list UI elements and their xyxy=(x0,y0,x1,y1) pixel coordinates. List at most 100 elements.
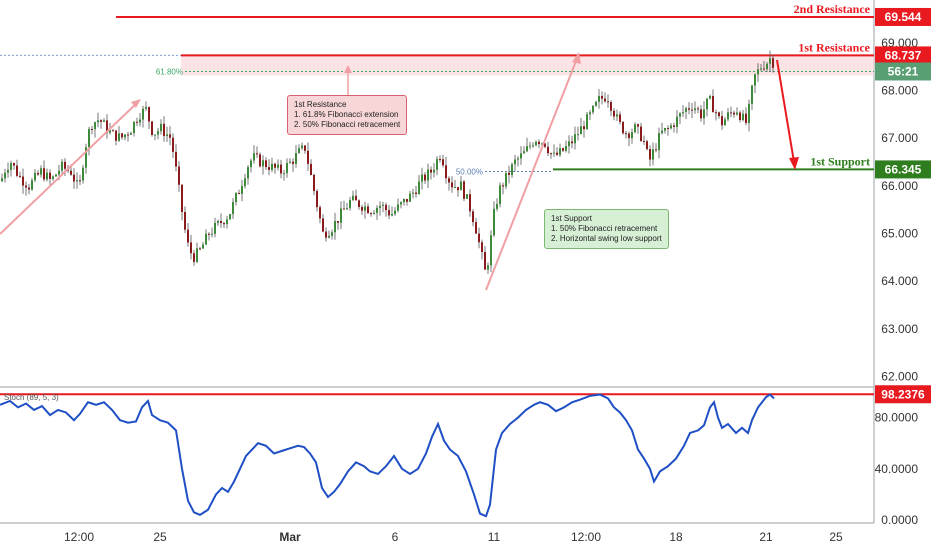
price-tick-label: 68.000 xyxy=(881,84,918,98)
candle-body xyxy=(616,114,618,117)
candle-body xyxy=(556,152,558,155)
candle-body xyxy=(475,222,477,234)
level-badge-value: 66.345 xyxy=(885,162,922,176)
candle-body xyxy=(607,101,609,103)
support-note: 1st Support 1. 50% Fibonacci retracement… xyxy=(544,209,669,249)
candle-body xyxy=(649,149,651,160)
bottom-right-corner xyxy=(874,523,932,550)
candle-body xyxy=(682,111,684,114)
candle-body xyxy=(61,161,63,171)
time-tick-label: 25 xyxy=(153,530,167,544)
candle-body xyxy=(343,208,345,210)
candle-body xyxy=(10,163,12,170)
candle-body xyxy=(355,195,357,201)
candle-body xyxy=(451,182,453,188)
candle-body xyxy=(262,160,264,167)
candle-body xyxy=(709,96,711,99)
candle-body xyxy=(112,130,114,132)
candle-body xyxy=(640,126,642,141)
candle-body xyxy=(214,222,216,234)
candle-body xyxy=(514,159,516,165)
candle-body xyxy=(619,114,621,122)
candle-body xyxy=(163,123,165,137)
candle-body xyxy=(706,98,708,110)
resistance-note-line-3: 2. 50% Fibonacci retracement xyxy=(294,120,401,129)
current-price-badge-label: 56:21 xyxy=(888,64,919,78)
candle-body xyxy=(196,248,198,262)
fib-connector-head xyxy=(344,65,352,73)
candle-body xyxy=(415,192,417,194)
candle-body xyxy=(703,109,705,119)
candle-body xyxy=(244,178,246,187)
candle-body xyxy=(559,148,561,155)
candle-body xyxy=(16,165,18,176)
oscillator-axis-ticks: 0.0000 40.0000 80.0000 xyxy=(875,411,919,527)
candle-body xyxy=(394,210,396,214)
candle-body xyxy=(772,58,774,68)
candle-body xyxy=(565,146,567,151)
candle-body xyxy=(448,178,450,183)
candle-body xyxy=(7,169,9,173)
price-tick-label: 64.000 xyxy=(881,274,918,288)
candle-body xyxy=(175,151,177,167)
candle-body xyxy=(364,206,366,211)
candle-body xyxy=(481,242,483,252)
price-tick-label: 65.000 xyxy=(881,227,918,241)
oscillator-title: Stoch (89, 5, 3) xyxy=(4,393,59,402)
price-tick-label: 62.000 xyxy=(881,369,918,383)
candle-body xyxy=(91,129,93,131)
candle-body xyxy=(697,108,699,110)
candle-body xyxy=(226,219,228,225)
candle-body xyxy=(574,134,576,144)
candle-body xyxy=(598,95,600,102)
candle-body xyxy=(379,205,381,208)
candle-body xyxy=(169,134,171,138)
candle-body xyxy=(532,145,534,147)
candle-body xyxy=(151,121,153,135)
resistance-note-line-2: 1. 61.8% Fibonacci extension xyxy=(294,110,399,119)
candle-body xyxy=(166,134,168,137)
candle-body xyxy=(283,173,285,175)
candle-body xyxy=(247,167,249,179)
candle-body xyxy=(715,112,717,114)
candle-body xyxy=(736,112,738,115)
candle-body xyxy=(754,74,756,86)
level-badge xyxy=(875,46,931,65)
candle-body xyxy=(265,160,267,168)
candle-body xyxy=(49,172,51,179)
candle-body xyxy=(436,159,438,170)
candle-body xyxy=(625,133,627,135)
candle-body xyxy=(733,112,735,115)
level-badge-value: 69.544 xyxy=(885,10,922,24)
candle-body xyxy=(745,113,747,123)
candle-body xyxy=(172,137,174,152)
candle-body xyxy=(22,176,24,186)
down-projection-arrow xyxy=(776,59,795,163)
candle-body xyxy=(550,153,552,155)
fib-level-label: 61.80% xyxy=(156,67,183,76)
candle-body xyxy=(667,128,669,130)
candle-body xyxy=(259,154,261,167)
candle-body xyxy=(106,120,108,133)
candle-body xyxy=(478,233,480,243)
candle-body xyxy=(637,124,639,127)
level-label: 1st Support xyxy=(810,154,870,168)
candle-body xyxy=(4,172,6,179)
candle-body xyxy=(454,187,456,189)
oscillator-tick-label: 80.0000 xyxy=(875,411,919,425)
price-tick-label: 69.000 xyxy=(881,36,918,50)
candle-body xyxy=(277,164,279,168)
level-badge-value: 68.737 xyxy=(885,48,922,62)
candle-body xyxy=(634,124,636,133)
candle-body xyxy=(622,121,624,134)
candle-body xyxy=(403,198,405,203)
candle-body xyxy=(418,181,420,194)
candle-body xyxy=(52,176,54,179)
candle-body xyxy=(523,151,525,154)
candle-body xyxy=(43,168,45,180)
candle-body xyxy=(544,143,546,147)
candle-body xyxy=(469,194,471,212)
candle-body xyxy=(388,210,390,216)
candle-body xyxy=(547,146,549,154)
